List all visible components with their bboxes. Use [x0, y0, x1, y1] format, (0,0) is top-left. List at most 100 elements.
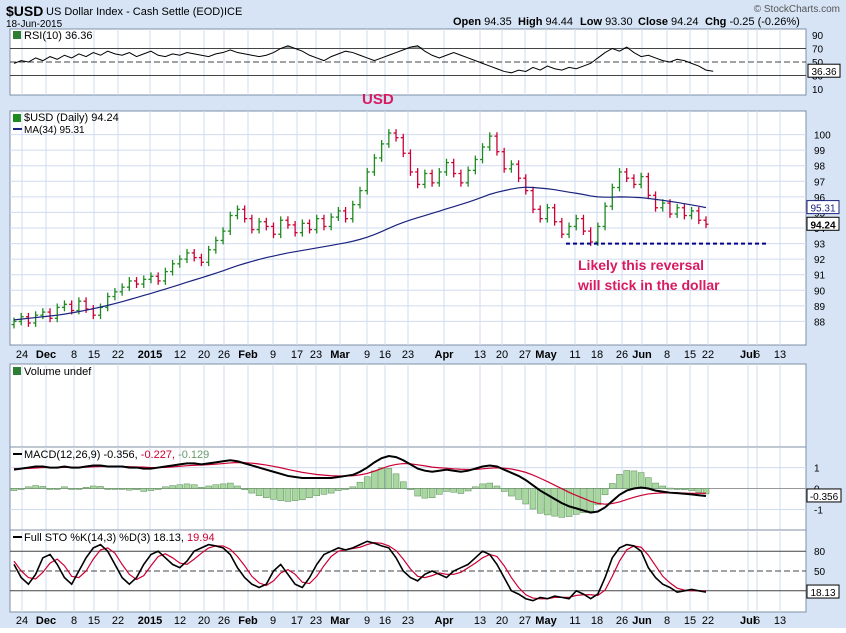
x-axis-label: 9 — [270, 349, 276, 361]
macd-histogram-bar — [486, 482, 493, 489]
macd-histogram-bar — [75, 488, 83, 490]
macd-histogram-bar — [508, 488, 515, 497]
ohlc-bar-up — [350, 200, 356, 223]
ohlc-bar-up — [213, 236, 219, 254]
x-axis-label-bottom: 24 — [16, 615, 28, 627]
ohlc-bar-down — [47, 308, 53, 323]
volume-title: Volume undef — [24, 366, 92, 378]
macd-histogram-bar — [277, 488, 284, 501]
ohlc-bar-up — [227, 211, 233, 236]
macd-histogram-bar — [320, 488, 328, 495]
macd-histogram-bar — [169, 485, 176, 489]
macd-histogram-bar — [104, 488, 111, 490]
x-axis-label-bottom: 27 — [519, 615, 531, 627]
x-axis-label-bottom: Dec — [36, 615, 56, 627]
ohlc-bar-up — [357, 186, 363, 209]
ohlc-bar-up — [595, 222, 601, 246]
ohlc-bar-up — [472, 155, 478, 175]
x-axis-label-bottom: 17 — [291, 615, 303, 627]
usd-annotation: USD — [362, 91, 394, 108]
ohlc-bar-down — [407, 149, 413, 176]
macd-histogram-bar — [623, 470, 630, 489]
ohlc-bar-down — [530, 186, 536, 214]
ma34-line — [13, 186, 707, 321]
x-axis-label-bottom: Jun — [632, 615, 652, 627]
macd-histogram-bar — [118, 488, 126, 490]
macd-histogram-bar — [306, 488, 313, 498]
ohlc-bar-down — [415, 168, 421, 189]
macd-histogram-bar — [219, 483, 227, 489]
macd-histogram-bar — [436, 488, 443, 495]
ohlc-bar-up — [141, 275, 147, 288]
macd-histogram-bar — [695, 488, 703, 493]
ma-last-value: 95.31 — [810, 204, 835, 215]
macd-histogram-bar — [400, 481, 407, 489]
price-tick-label: 96 — [814, 193, 826, 204]
x-axis-label: 13 — [774, 349, 786, 361]
macd-histogram-bar — [183, 483, 191, 489]
ohlc-bar-down — [263, 217, 269, 231]
macd-histogram-bar — [198, 486, 205, 489]
macd-histogram-bar — [162, 486, 169, 489]
price-tick-label: 90 — [814, 286, 826, 297]
ohlc-bar-down — [631, 174, 637, 189]
ohlc-bar-down — [249, 214, 255, 234]
macd-histogram-bar — [551, 488, 558, 517]
macd-histogram-bar — [601, 488, 609, 496]
macd-histogram-bar — [212, 484, 220, 489]
ohlc-bar-down — [523, 174, 529, 195]
macd-histogram-bar — [580, 488, 587, 514]
ohlc-bar-up — [278, 216, 284, 239]
macd-histogram-bar — [270, 488, 277, 500]
ohlc-bar-down — [552, 203, 558, 226]
macd-histogram-bar — [10, 488, 18, 491]
x-axis-label-bottom: 11 — [569, 615, 580, 627]
macd-histogram-bar — [414, 488, 421, 497]
rsi-tick-label: 90 — [812, 31, 824, 42]
macd-histogram-bar — [450, 488, 457, 493]
macd-histogram-bar — [25, 486, 32, 489]
ma-legend-label: MA(34) 95.31 — [24, 125, 85, 136]
ohlc-bar-up — [379, 140, 385, 162]
macd-last-value: -0.356 — [810, 492, 839, 503]
x-axis-label: 15 — [684, 349, 696, 361]
ohlc-bar-up — [422, 169, 428, 189]
x-axis-label-bottom: Feb — [238, 615, 258, 627]
x-axis-label-bottom: 12 — [174, 615, 186, 627]
ohlc-bar-up — [617, 168, 622, 192]
macd-histogram-bar — [68, 488, 75, 490]
macd-histogram-bar — [594, 488, 602, 506]
ohlc-bar-down — [25, 312, 31, 327]
sto-title: Full STO %K(14,3) %D(3) 18.13, 19.94 — [24, 532, 215, 544]
x-axis-label: 11 — [569, 349, 580, 361]
macd-histogram-bar — [126, 488, 133, 491]
x-axis-label-bottom: 6 — [754, 615, 760, 627]
ohlc-bar-up — [61, 300, 67, 312]
ohlc-bar-up — [444, 158, 449, 176]
ohlc-bar-down — [191, 249, 197, 262]
ohlc-bar-up — [177, 255, 183, 268]
price-legend-icon — [13, 114, 21, 122]
ohlc-bar-up — [256, 217, 262, 234]
x-axis-label: 20 — [496, 349, 508, 361]
price-title: $USD (Daily) 94.24 — [24, 112, 119, 124]
macd-histogram-bar — [97, 486, 104, 489]
rsi-last-box — [807, 63, 841, 78]
sto-tick-label: 50 — [814, 567, 826, 578]
x-axis-label-bottom: 9 — [270, 615, 276, 627]
macd-histogram-bar — [154, 488, 162, 490]
x-axis-label-bottom: Apr — [435, 615, 455, 627]
macd-histogram-bar — [371, 470, 378, 489]
ohlc-bar-up — [299, 219, 305, 237]
macd-histogram-bar — [529, 488, 537, 510]
macd-histogram-bar — [291, 488, 299, 501]
ohlc-bar-up — [328, 213, 334, 231]
ohlc-bar-up — [119, 283, 125, 296]
macd-histogram-bar — [327, 488, 335, 494]
x-axis-label: 24 — [16, 349, 28, 361]
x-axis-label: Dec — [36, 349, 56, 361]
x-axis-label-bottom: May — [535, 615, 557, 627]
macd-histogram-bar — [385, 468, 393, 489]
macd-histogram-bar — [493, 485, 501, 489]
ohlc-bar-up — [436, 168, 442, 187]
